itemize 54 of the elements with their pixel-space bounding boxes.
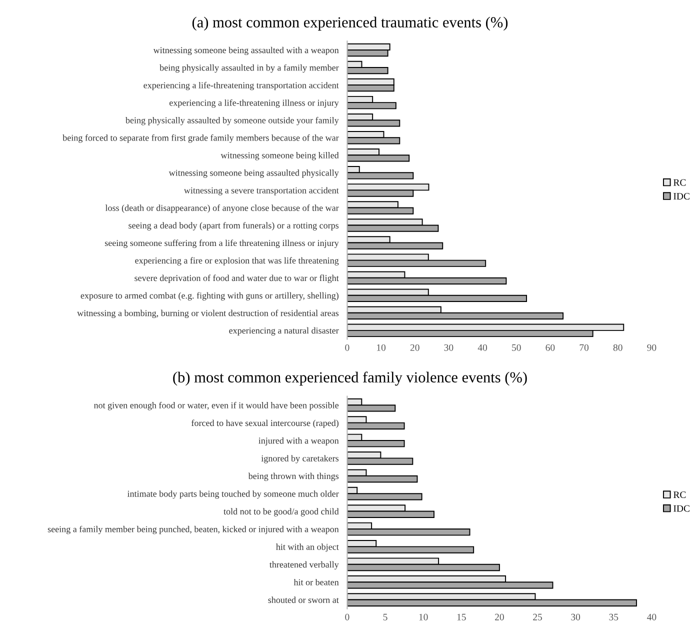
x-tick-label: 40 (647, 614, 656, 620)
y-tick-label: witnessing a severe transportation accident (184, 187, 339, 196)
x-tick-label: 20 (495, 614, 504, 620)
y-tick-label: told not to be good/a good child (224, 508, 339, 516)
x-tick-label: 50 (512, 344, 521, 351)
y-tick-label: witnessing someone being killed (220, 152, 339, 160)
y-tick-label: ignored by caretakers (261, 455, 339, 464)
y-tick-label: being physically assaulted in by a family member (160, 64, 339, 73)
y-tick-label: experiencing a natural disaster (229, 327, 339, 336)
x-tick-label: 10 (419, 614, 428, 620)
y-tick-label: seeing someone suffering from a life threatening illness or injury (104, 240, 339, 248)
x-tick-label: 0 (345, 344, 350, 351)
x-tick-label: 5 (383, 614, 388, 620)
legend-label: RC (673, 179, 686, 186)
x-tick-label: 30 (444, 344, 454, 351)
x-tick-label: 20 (410, 344, 420, 351)
x-tick-label: 90 (647, 344, 656, 351)
y-tick-label: witnessing someone being assaulted with a weapon (153, 46, 339, 56)
y-tick-label: experiencing a life-threatening transportation accident (144, 82, 339, 90)
y-tick-label: intimate body parts being touched by someone much older (127, 490, 339, 499)
x-tick-label: 30 (571, 614, 580, 620)
y-tick-label: hit with an object (276, 544, 339, 552)
y-tick-label: exposure to armed combat (e.g. fighting with guns or artillery, shelling) (80, 292, 338, 300)
y-tick-label: seeing a dead body (apart from funerals) or a rotting corps (128, 222, 339, 230)
y-tick-label: seeing a family member being punched, beaten, kicked or injured with a weapon (48, 526, 339, 534)
x-tick-label: 80 (613, 344, 622, 351)
y-tick-label: experiencing a fire or explosion that was life threatening (135, 257, 339, 266)
y-tick-label: experiencing a life-threatening illness or injury (170, 99, 339, 108)
chart-title: (a) most common experienced traumatic events (%) (192, 16, 508, 31)
x-tick-label: 25 (533, 614, 542, 620)
y-tick-label: threatened verbally (270, 561, 339, 570)
legend-label: IDC (674, 193, 690, 200)
y-tick-label: shouted or sworn at (268, 596, 339, 604)
x-tick-label: 15 (457, 614, 466, 620)
y-tick-label: being thrown with things (248, 472, 339, 481)
y-tick-label: witnessing a bombing, burning or violent destruction of residential areas (77, 310, 339, 318)
x-tick-label: 60 (546, 344, 555, 351)
y-tick-label: witnessing someone being assaulted physically (168, 170, 339, 178)
y-tick-label: injured with a weapon (258, 437, 339, 446)
y-tick-label: being physically assaulted by someone outside your family (125, 116, 339, 126)
y-tick-label: being forced to separate from first grade family members because of the war (62, 134, 339, 143)
chart-title: (b) most common experienced family violence events (%) (173, 372, 527, 386)
y-tick-label: severe deprivation of food and water due to war or flight (134, 274, 339, 283)
x-tick-label: 40 (478, 344, 488, 351)
y-tick-label: forced to have sexual intercourse (raped) (192, 420, 338, 428)
x-tick-label: 10 (377, 344, 386, 351)
y-tick-label: loss (death or disappearance) of anyone close because of the war (105, 204, 339, 213)
y-tick-label: not given enough food or water, even if it would have been possible (94, 402, 339, 410)
x-tick-label: 0 (345, 614, 350, 620)
y-tick-label: hit or beaten (294, 578, 339, 586)
legend-label: RC (673, 492, 686, 498)
x-tick-label: 35 (609, 614, 618, 620)
legend-label: IDC (674, 505, 690, 512)
x-tick-label: 70 (580, 344, 589, 351)
